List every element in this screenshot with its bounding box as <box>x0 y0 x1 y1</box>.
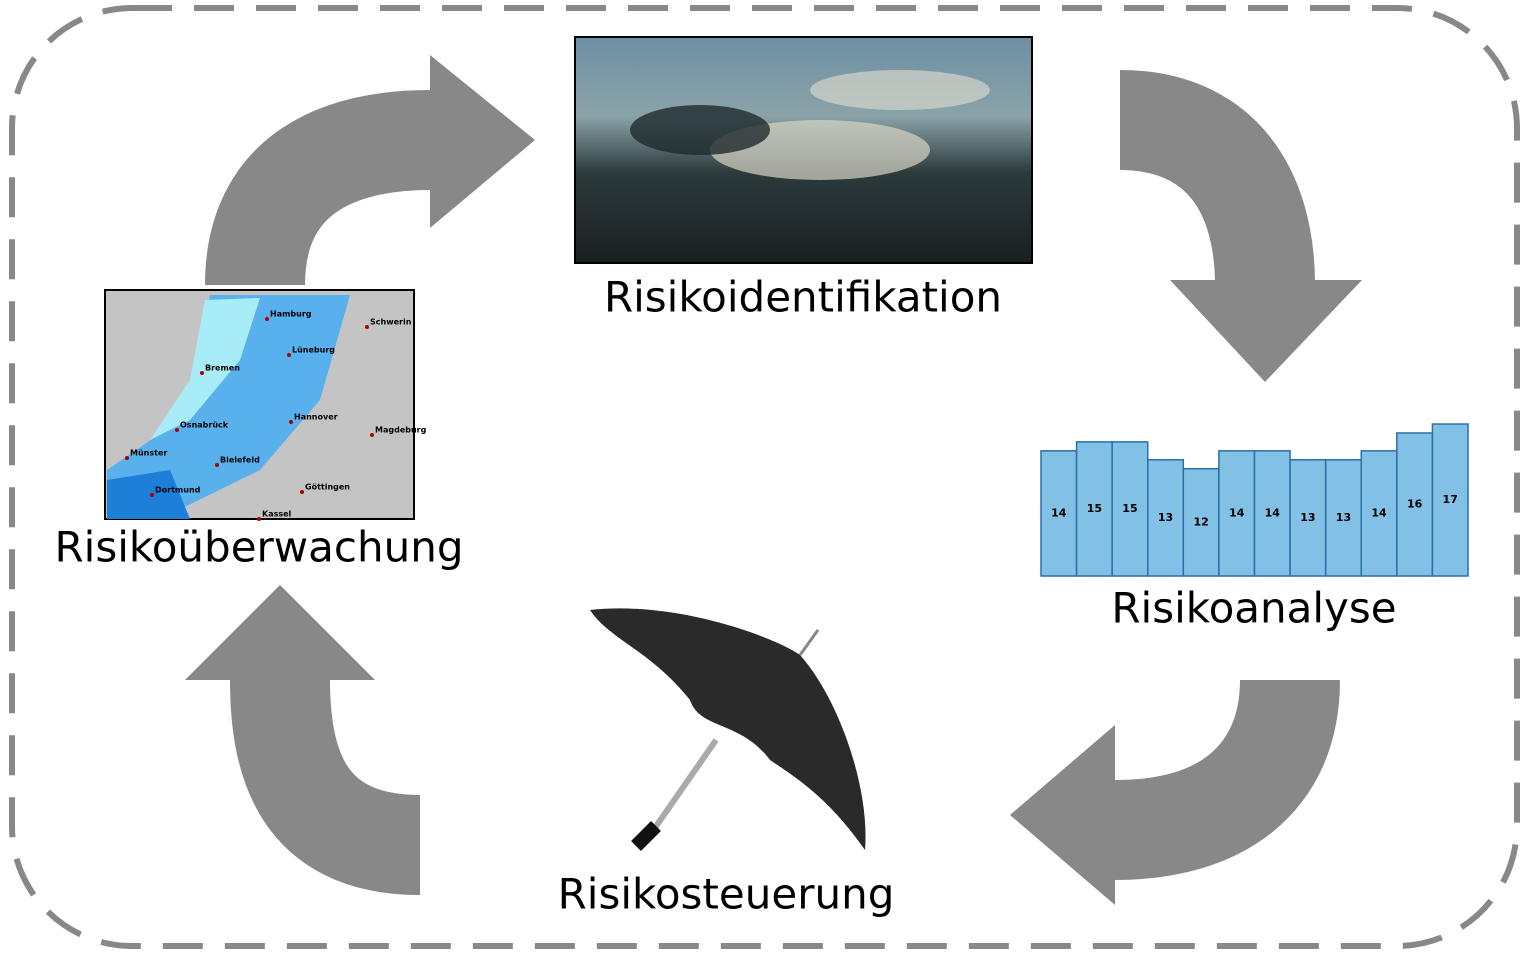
city-label: Bielefeld <box>220 456 260 465</box>
bar <box>1218 450 1256 577</box>
arrow-head <box>1010 725 1115 905</box>
bar <box>1431 423 1469 577</box>
arrow <box>1113 678 1340 880</box>
bar <box>1396 432 1434 577</box>
shaft <box>647 738 719 837</box>
city-label: Kassel <box>262 510 292 519</box>
bar-value: 15 <box>1122 502 1137 515</box>
city-dot <box>370 433 374 437</box>
bar-value: 13 <box>1336 511 1351 524</box>
stage-label: Risikoüberwachung <box>54 523 463 572</box>
bar <box>1324 459 1362 577</box>
stage-label: Risikoidentifikation <box>604 273 1002 322</box>
stage-label: Risikosteuerung <box>558 870 895 919</box>
cloud <box>810 70 990 110</box>
rain-area <box>107 295 350 519</box>
sky-photo <box>574 36 1033 264</box>
bar-value: 13 <box>1300 511 1315 524</box>
city-dot <box>300 490 304 494</box>
cloud <box>630 105 770 155</box>
arrow <box>205 90 431 287</box>
arrow-head <box>1170 280 1362 382</box>
arrow-head <box>430 55 535 228</box>
tip <box>798 629 820 656</box>
cycle-border <box>9 5 1520 949</box>
city-dot <box>257 517 261 521</box>
map <box>104 289 415 520</box>
city-dot <box>200 371 204 375</box>
city-label: Dortmund <box>155 486 201 495</box>
umbrella <box>590 608 866 851</box>
bar <box>1289 459 1327 577</box>
bar <box>1182 467 1220 577</box>
bar-value: 16 <box>1407 497 1423 510</box>
arrow-head <box>185 585 375 680</box>
city-label: Hannover <box>294 413 338 422</box>
stage-label: Risikoanalyse <box>1111 584 1396 633</box>
handle <box>631 821 661 851</box>
bar-value: 14 <box>1051 506 1067 519</box>
city-label: Magdeburg <box>375 426 427 435</box>
rain-area <box>150 298 260 440</box>
city-label: Bremen <box>205 364 240 373</box>
city-dot <box>125 456 129 460</box>
bar <box>1360 450 1398 577</box>
bar-value: 12 <box>1193 515 1208 528</box>
city-dot <box>289 420 293 424</box>
bar-value: 14 <box>1371 506 1387 519</box>
rain-area <box>107 470 190 519</box>
arrows <box>205 70 1340 895</box>
bar-value: 14 <box>1265 506 1281 519</box>
city-dot <box>150 493 154 497</box>
arrow <box>1118 70 1315 287</box>
city-dot <box>365 325 369 329</box>
city-dot <box>175 428 179 432</box>
bar-value: 13 <box>1158 511 1173 524</box>
bar <box>1147 459 1185 577</box>
city-dot <box>215 463 219 467</box>
city-label: Osnabrück <box>180 421 229 430</box>
bar-value: 14 <box>1229 506 1245 519</box>
city-dot <box>287 353 291 357</box>
bar-value: 17 <box>1443 493 1458 506</box>
arrow-heads <box>185 55 1362 905</box>
canopy <box>590 608 866 850</box>
city-label: Göttingen <box>305 483 350 492</box>
city-label: Münster <box>130 449 167 458</box>
city-label: Schwerin <box>370 318 412 327</box>
arrow <box>230 679 422 895</box>
city-label: Hamburg <box>270 310 312 319</box>
bar-value: 15 <box>1087 502 1102 515</box>
city-label: Lüneburg <box>292 346 335 355</box>
city-dot <box>265 317 269 321</box>
